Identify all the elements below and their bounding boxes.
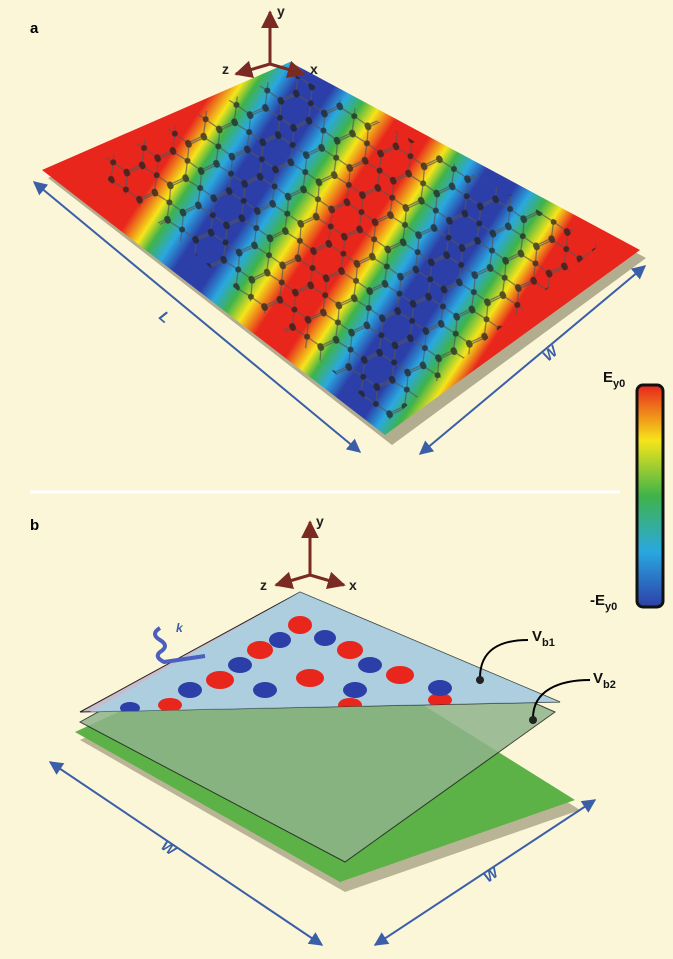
plate-label: Vb2 <box>593 670 616 691</box>
symbol: V <box>593 670 603 687</box>
subscript: b2 <box>603 679 616 691</box>
leader <box>479 639 529 679</box>
subscript: b1 <box>542 637 555 649</box>
axes <box>274 520 346 590</box>
subscript: y0 <box>605 601 617 613</box>
panel-label: b <box>30 517 39 534</box>
incident-wave <box>153 626 206 665</box>
panel-label: a <box>30 20 39 37</box>
axis-label: y <box>277 3 285 19</box>
dimension-arrow <box>48 761 324 946</box>
colorbar-min: -Ey0 <box>590 592 617 613</box>
plate-label: Vb1 <box>532 628 555 649</box>
subscript: y0 <box>613 378 625 390</box>
leader <box>532 679 591 719</box>
axis-label: x <box>349 577 357 593</box>
dimension-arrow <box>418 265 647 455</box>
axes <box>234 10 306 79</box>
leader-dot <box>529 716 537 724</box>
symbol: V <box>532 628 542 645</box>
dimension-arrow <box>373 799 597 946</box>
axis-label: z <box>260 577 267 593</box>
symbol: E <box>603 369 613 386</box>
symbol: -E <box>590 592 605 609</box>
wave-label: k <box>176 621 184 635</box>
dimension-arrow <box>32 181 362 453</box>
axis-label: y <box>316 513 324 529</box>
leader-dot <box>476 676 484 684</box>
colorbar-max: Ey0 <box>603 369 625 390</box>
colorbar <box>635 383 665 609</box>
axis-label: z <box>222 61 229 77</box>
axis-label: x <box>310 61 318 77</box>
